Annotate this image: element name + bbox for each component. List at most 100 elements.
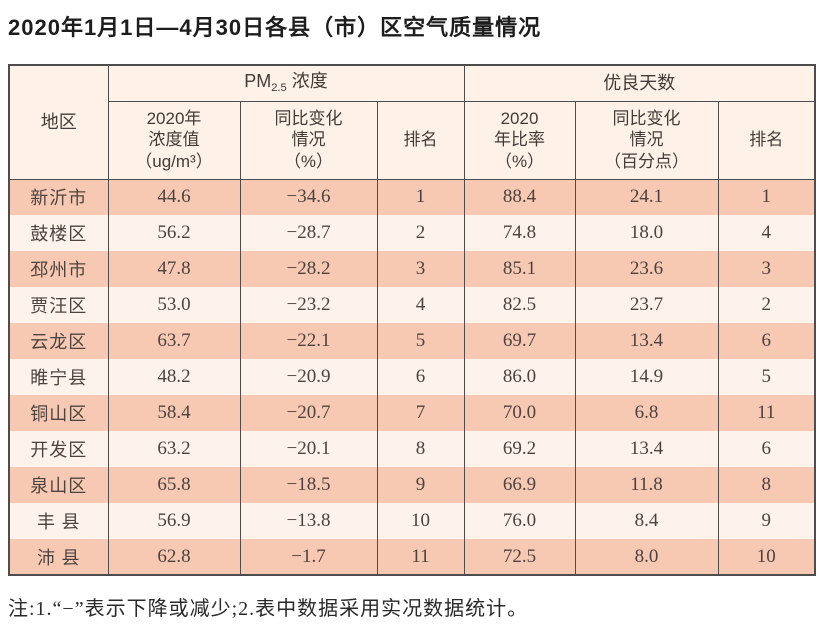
pm-rank-cell: 1 bbox=[376, 179, 465, 215]
table-header: 地区 PM2.5 浓度 优良天数 2020年 浓度值 （ug/m³） 同比变化 … bbox=[8, 64, 816, 180]
region-cell: 邳州市 bbox=[8, 251, 109, 287]
region-cell: 鼓楼区 bbox=[8, 215, 109, 251]
good-change-cell: 14.9 bbox=[574, 359, 719, 395]
pm-change-cell: −13.8 bbox=[239, 503, 378, 539]
good-rank-cell: 1 bbox=[717, 179, 816, 215]
region-cell: 贾汪区 bbox=[8, 287, 109, 323]
pm-value-cell: 65.8 bbox=[107, 467, 241, 503]
column-header-pm-rank: 排名 bbox=[376, 100, 465, 180]
good-ratio-cell: 76.0 bbox=[463, 503, 576, 539]
pm-rank-cell: 7 bbox=[376, 395, 465, 431]
region-cell: 丰 县 bbox=[8, 503, 109, 539]
column-header-good-ratio: 2020 年比率 （%） bbox=[463, 100, 576, 180]
table-row: 云龙区 63.7 −22.1 5 69.7 13.4 6 bbox=[8, 323, 816, 359]
good-ratio-cell: 85.1 bbox=[463, 251, 576, 287]
good-ratio-cell: 69.7 bbox=[463, 323, 576, 359]
region-cell: 铜山区 bbox=[8, 395, 109, 431]
region-cell: 泉山区 bbox=[8, 467, 109, 503]
good-ratio-cell: 66.9 bbox=[463, 467, 576, 503]
pm-rank-cell: 10 bbox=[376, 503, 465, 539]
good-change-cell: 13.4 bbox=[574, 431, 719, 467]
region-cell: 睢宁县 bbox=[8, 359, 109, 395]
column-header-pm-change: 同比变化 情况 （%） bbox=[239, 100, 378, 180]
column-header-good-rank: 排名 bbox=[717, 100, 816, 180]
pm-change-cell: −28.7 bbox=[239, 215, 378, 251]
pm-change-cell: −34.6 bbox=[239, 179, 378, 215]
pm-value-cell: 47.8 bbox=[107, 251, 241, 287]
air-quality-table: 地区 PM2.5 浓度 优良天数 2020年 浓度值 （ug/m³） 同比变化 … bbox=[8, 64, 817, 576]
good-rank-cell: 11 bbox=[717, 395, 816, 431]
table-row: 睢宁县 48.2 −20.9 6 86.0 14.9 5 bbox=[8, 359, 816, 395]
header-sub-row: 2020年 浓度值 （ug/m³） 同比变化 情况 （%） 排名 2020 年比… bbox=[9, 100, 816, 180]
table-body: 新沂市 44.6 −34.6 1 88.4 24.1 1 鼓楼区 56.2 −28.7 2 74.8 1… bbox=[8, 179, 816, 575]
good-change-cell: 23.6 bbox=[574, 251, 719, 287]
pm-value-cell: 48.2 bbox=[107, 359, 241, 395]
pm-value-cell: 53.0 bbox=[107, 287, 241, 323]
good-ratio-cell: 88.4 bbox=[463, 179, 576, 215]
good-rank-cell: 8 bbox=[717, 467, 816, 503]
pm-value-cell: 44.6 bbox=[107, 179, 241, 215]
pm-rank-cell: 3 bbox=[376, 251, 465, 287]
good-change-cell: 8.4 bbox=[574, 503, 719, 539]
good-rank-cell: 2 bbox=[717, 287, 816, 323]
table-row: 沛 县 62.8 −1.7 11 72.5 8.0 10 bbox=[8, 539, 816, 575]
pm-value-cell: 58.4 bbox=[107, 395, 241, 431]
pm-rank-cell: 4 bbox=[376, 287, 465, 323]
pm-rank-cell: 11 bbox=[376, 539, 465, 575]
pm-change-cell: −28.2 bbox=[239, 251, 378, 287]
pm-value-cell: 63.7 bbox=[107, 323, 241, 359]
pm-rank-cell: 5 bbox=[376, 323, 465, 359]
table-row: 铜山区 58.4 −20.7 7 70.0 6.8 11 bbox=[8, 395, 816, 431]
pm25-label: PM2.5 浓度 bbox=[244, 71, 328, 95]
table-row: 邳州市 47.8 −28.2 3 85.1 23.6 3 bbox=[8, 251, 816, 287]
column-group-pm25: PM2.5 浓度 bbox=[107, 64, 465, 102]
good-rank-cell: 9 bbox=[717, 503, 816, 539]
column-group-good-days: 优良天数 bbox=[463, 64, 816, 102]
good-change-cell: 18.0 bbox=[574, 215, 719, 251]
table-row: 鼓楼区 56.2 −28.7 2 74.8 18.0 4 bbox=[8, 215, 816, 251]
good-ratio-cell: 86.0 bbox=[463, 359, 576, 395]
good-change-cell: 23.7 bbox=[574, 287, 719, 323]
good-ratio-cell: 69.2 bbox=[463, 431, 576, 467]
good-rank-cell: 3 bbox=[717, 251, 816, 287]
footnote: 注:1.“−”表示下降或减少;2.表中数据采用实况数据统计。 bbox=[8, 598, 529, 620]
region-cell: 沛 县 bbox=[8, 539, 109, 575]
good-rank-cell: 6 bbox=[717, 431, 816, 467]
pm-change-cell: −20.9 bbox=[239, 359, 378, 395]
table-row: 泉山区 65.8 −18.5 9 66.9 11.8 8 bbox=[8, 467, 816, 503]
good-change-cell: 11.8 bbox=[574, 467, 719, 503]
region-cell: 开发区 bbox=[8, 431, 109, 467]
pm-value-cell: 63.2 bbox=[107, 431, 241, 467]
good-ratio-cell: 72.5 bbox=[463, 539, 576, 575]
good-ratio-cell: 82.5 bbox=[463, 287, 576, 323]
good-rank-cell: 6 bbox=[717, 323, 816, 359]
pm-change-cell: −22.1 bbox=[239, 323, 378, 359]
page-title: 2020年1月1日—4月30日各县（市）区空气质量情况 bbox=[8, 15, 542, 40]
pm-change-cell: −23.2 bbox=[239, 287, 378, 323]
good-rank-cell: 4 bbox=[717, 215, 816, 251]
pm-change-cell: −18.5 bbox=[239, 467, 378, 503]
good-days-label: 优良天数 bbox=[603, 73, 676, 93]
good-ratio-cell: 74.8 bbox=[463, 215, 576, 251]
good-change-cell: 24.1 bbox=[574, 179, 719, 215]
column-header-pm-value: 2020年 浓度值 （ug/m³） bbox=[107, 100, 241, 180]
pm-rank-cell: 2 bbox=[376, 215, 465, 251]
good-change-cell: 8.0 bbox=[574, 539, 719, 575]
good-rank-cell: 10 bbox=[717, 539, 816, 575]
table-row: 贾汪区 53.0 −23.2 4 82.5 23.7 2 bbox=[8, 287, 816, 323]
pm-value-cell: 56.9 bbox=[107, 503, 241, 539]
table-row: 开发区 63.2 −20.1 8 69.2 13.4 6 bbox=[8, 431, 816, 467]
pm25-subscript: 2.5 bbox=[271, 82, 287, 95]
pm-rank-cell: 9 bbox=[376, 467, 465, 503]
pm-value-cell: 62.8 bbox=[107, 539, 241, 575]
table-row: 丰 县 56.9 −13.8 10 76.0 8.4 9 bbox=[8, 503, 816, 539]
region-cell: 新沂市 bbox=[8, 179, 109, 215]
good-ratio-cell: 70.0 bbox=[463, 395, 576, 431]
region-cell: 云龙区 bbox=[8, 323, 109, 359]
pm-rank-cell: 6 bbox=[376, 359, 465, 395]
column-header-region: 地区 bbox=[8, 64, 109, 180]
pm-rank-cell: 8 bbox=[376, 431, 465, 467]
pm-change-cell: −1.7 bbox=[239, 539, 378, 575]
pm-change-cell: −20.1 bbox=[239, 431, 378, 467]
good-change-cell: 6.8 bbox=[574, 395, 719, 431]
